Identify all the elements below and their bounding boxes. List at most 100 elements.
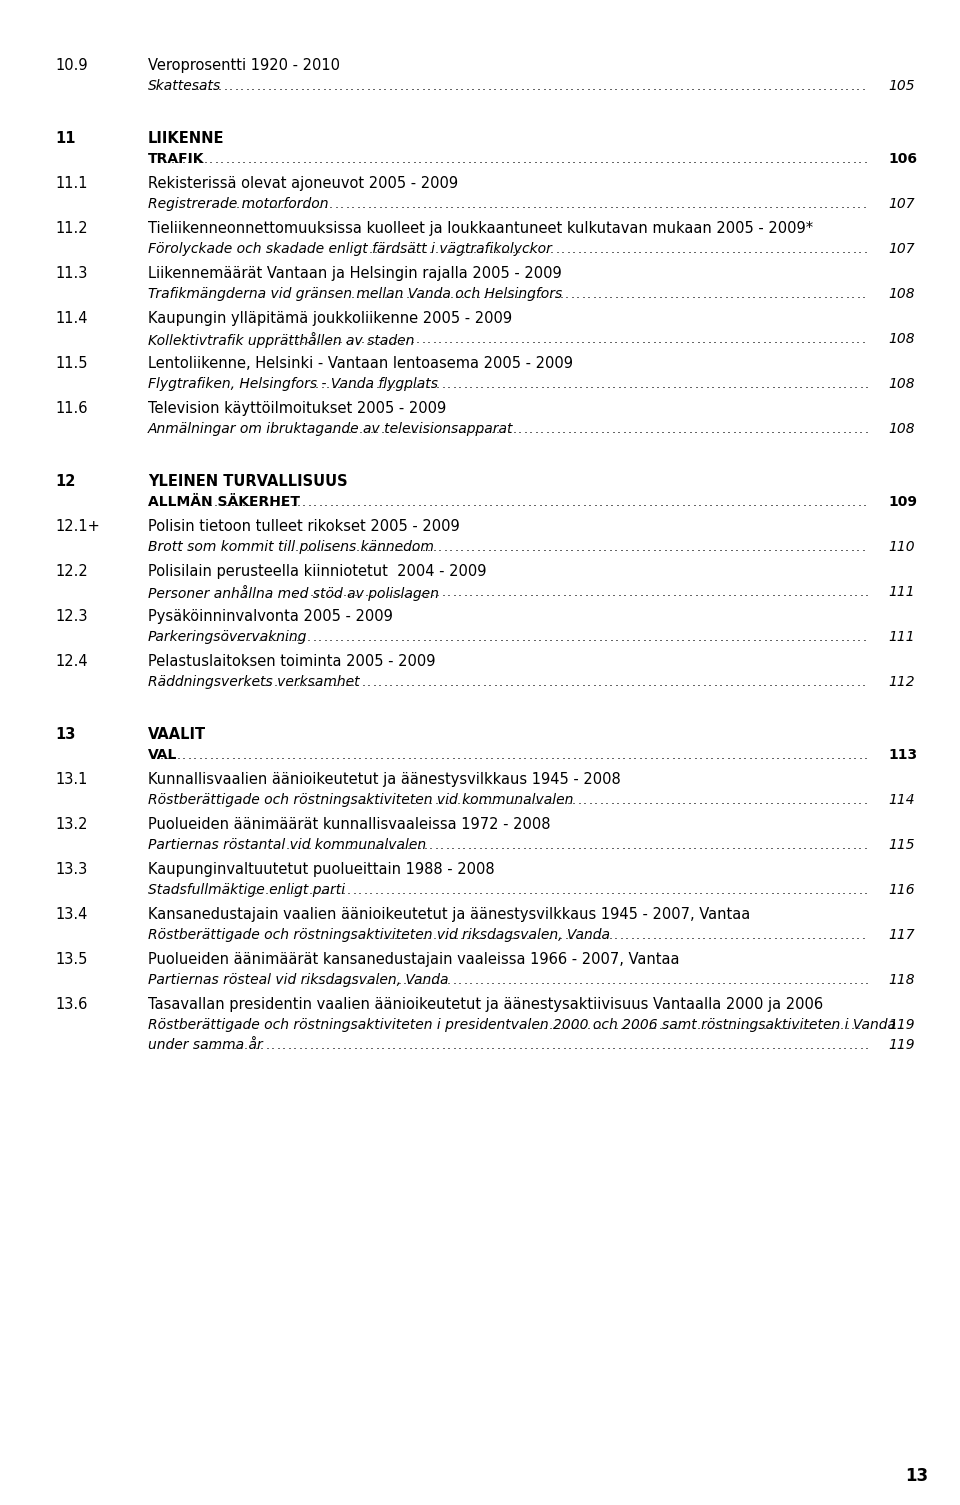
Text: .: . bbox=[669, 333, 673, 346]
Text: .: . bbox=[394, 540, 397, 554]
Text: .: . bbox=[495, 793, 499, 807]
Text: 11: 11 bbox=[55, 131, 76, 146]
Text: .: . bbox=[583, 242, 588, 256]
Text: .: . bbox=[587, 287, 590, 301]
Text: .: . bbox=[769, 1019, 773, 1032]
Text: .: . bbox=[841, 631, 845, 644]
Text: .: . bbox=[740, 80, 744, 93]
Text: .: . bbox=[504, 287, 509, 301]
Text: .: . bbox=[427, 929, 431, 942]
Text: .: . bbox=[858, 423, 863, 436]
Text: .: . bbox=[671, 838, 675, 852]
Text: .: . bbox=[588, 1019, 591, 1032]
Text: .: . bbox=[274, 197, 277, 211]
Text: .: . bbox=[298, 883, 301, 897]
Text: .: . bbox=[716, 378, 720, 391]
Text: .: . bbox=[495, 748, 499, 762]
Text: .: . bbox=[263, 197, 267, 211]
Text: .: . bbox=[565, 676, 569, 689]
Text: .: . bbox=[517, 152, 521, 166]
Text: .: . bbox=[801, 929, 804, 942]
Text: .: . bbox=[769, 197, 773, 211]
Text: .: . bbox=[562, 883, 565, 897]
Text: .: . bbox=[564, 333, 568, 346]
Text: .: . bbox=[400, 676, 404, 689]
Text: .: . bbox=[764, 838, 768, 852]
Text: .: . bbox=[732, 883, 735, 897]
Text: .: . bbox=[337, 1038, 341, 1052]
Text: .: . bbox=[529, 974, 533, 987]
Text: .: . bbox=[769, 631, 773, 644]
Text: .: . bbox=[842, 883, 846, 897]
Text: .: . bbox=[589, 974, 593, 987]
Text: .: . bbox=[600, 883, 604, 897]
Text: .: . bbox=[858, 748, 862, 762]
Text: .: . bbox=[791, 495, 796, 509]
Text: .: . bbox=[735, 197, 740, 211]
Text: .: . bbox=[842, 242, 846, 256]
Text: .: . bbox=[779, 929, 782, 942]
Text: .: . bbox=[373, 495, 377, 509]
Text: .: . bbox=[837, 974, 841, 987]
Text: .: . bbox=[831, 585, 836, 599]
Text: Förolyckade och skadade enligt färdsätt i vägtrafikolyckor: Förolyckade och skadade enligt färdsätt … bbox=[148, 242, 552, 256]
Text: .: . bbox=[621, 838, 625, 852]
Text: .: . bbox=[553, 929, 557, 942]
Text: .: . bbox=[638, 152, 642, 166]
Text: .: . bbox=[560, 676, 564, 689]
Text: .: . bbox=[754, 883, 757, 897]
Text: .: . bbox=[561, 838, 564, 852]
Text: .: . bbox=[445, 793, 449, 807]
Text: .: . bbox=[400, 197, 404, 211]
Text: .: . bbox=[768, 287, 773, 301]
Text: .: . bbox=[301, 631, 305, 644]
Text: .: . bbox=[362, 676, 366, 689]
Text: .: . bbox=[643, 495, 647, 509]
Text: .: . bbox=[413, 883, 417, 897]
Text: .: . bbox=[242, 748, 247, 762]
Text: .: . bbox=[845, 80, 849, 93]
Text: .: . bbox=[468, 974, 472, 987]
Text: .: . bbox=[641, 929, 645, 942]
Text: .: . bbox=[659, 1019, 662, 1032]
Text: .: . bbox=[728, 1038, 732, 1052]
Text: .: . bbox=[550, 152, 554, 166]
Text: .: . bbox=[457, 748, 461, 762]
Text: .: . bbox=[444, 631, 448, 644]
Text: 106: 106 bbox=[888, 152, 917, 166]
Text: .: . bbox=[609, 80, 612, 93]
Text: .: . bbox=[341, 495, 345, 509]
Text: .: . bbox=[435, 793, 439, 807]
Text: .: . bbox=[474, 1038, 478, 1052]
Text: .: . bbox=[405, 676, 410, 689]
Text: .: . bbox=[452, 378, 456, 391]
Text: .: . bbox=[385, 793, 389, 807]
Text: .: . bbox=[430, 585, 434, 599]
Text: .: . bbox=[313, 838, 317, 852]
Text: .: . bbox=[780, 287, 783, 301]
Text: .: . bbox=[391, 242, 395, 256]
Text: Trafikmängderna vid gränsen mellan Vanda och Helsingfors: Trafikmängderna vid gränsen mellan Vanda… bbox=[148, 287, 563, 301]
Text: .: . bbox=[820, 242, 824, 256]
Text: .: . bbox=[633, 242, 636, 256]
Text: .: . bbox=[361, 80, 365, 93]
Text: .: . bbox=[840, 197, 844, 211]
Text: .: . bbox=[587, 929, 590, 942]
Text: .: . bbox=[311, 333, 315, 346]
Text: .: . bbox=[284, 676, 289, 689]
Text: 13.3: 13.3 bbox=[55, 862, 87, 877]
Text: .: . bbox=[517, 883, 521, 897]
Text: .: . bbox=[515, 80, 519, 93]
Text: Röstberättigade och röstningsaktiviteten vid riksdagsvalen, Vanda: Röstberättigade och röstningsaktiviteten… bbox=[148, 929, 610, 942]
Text: .: . bbox=[852, 495, 856, 509]
Text: .: . bbox=[784, 333, 788, 346]
Text: .: . bbox=[594, 748, 598, 762]
Text: .: . bbox=[653, 80, 657, 93]
Text: .: . bbox=[737, 883, 741, 897]
Text: .: . bbox=[236, 152, 241, 166]
Text: .: . bbox=[308, 748, 312, 762]
Text: .: . bbox=[837, 1038, 841, 1052]
Text: .: . bbox=[809, 974, 814, 987]
Text: .: . bbox=[663, 333, 667, 346]
Text: .: . bbox=[735, 1019, 739, 1032]
